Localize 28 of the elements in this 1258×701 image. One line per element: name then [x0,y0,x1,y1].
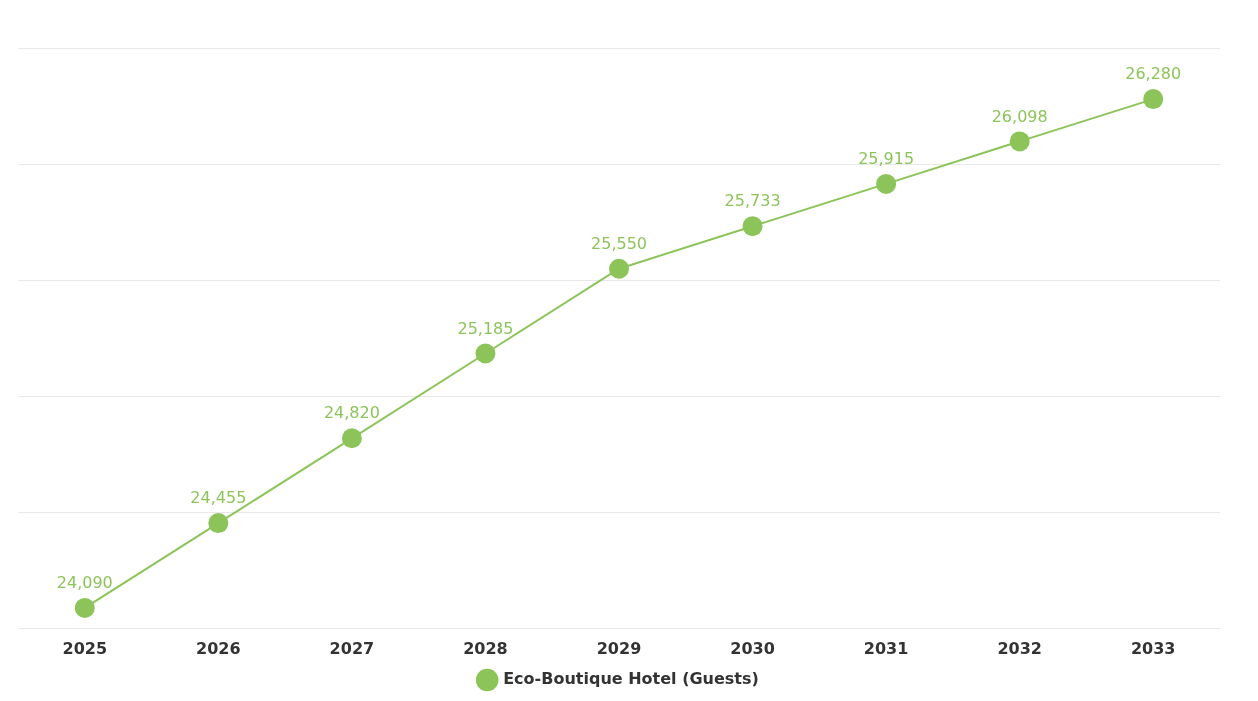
x-tick-label: 2029 [596,638,642,658]
x-tick-label: 2030 [730,638,775,658]
point [475,343,496,364]
data-label: 25,915 [858,149,915,169]
data-label: 24,090 [56,573,113,593]
data-label: 25,550 [591,233,647,253]
x-tick-label: 2028 [463,638,508,658]
x-tick-label: 2025 [62,638,108,658]
point [876,173,897,194]
point [208,513,229,534]
point [742,216,763,237]
point [609,258,629,279]
x-tick-label: 2031 [863,638,909,658]
data-label: 26,098 [991,106,1048,126]
data-label: 24,820 [323,403,380,423]
x-tick-label: 2033 [1130,638,1176,658]
x-tick-label: 2026 [196,638,241,658]
data-label: 24,455 [190,488,247,508]
point [1143,89,1164,110]
data-label: 26,280 [1125,64,1182,84]
data-label: 25,733 [724,191,781,211]
point [74,597,95,618]
point [1009,131,1030,152]
point [341,428,362,449]
data-label: 25,185 [457,318,514,338]
legend-label: Eco-Boutique Hotel (Guests) [503,669,759,689]
x-tick-label: 2027 [329,638,375,658]
x-tick-label: 2032 [997,638,1042,658]
